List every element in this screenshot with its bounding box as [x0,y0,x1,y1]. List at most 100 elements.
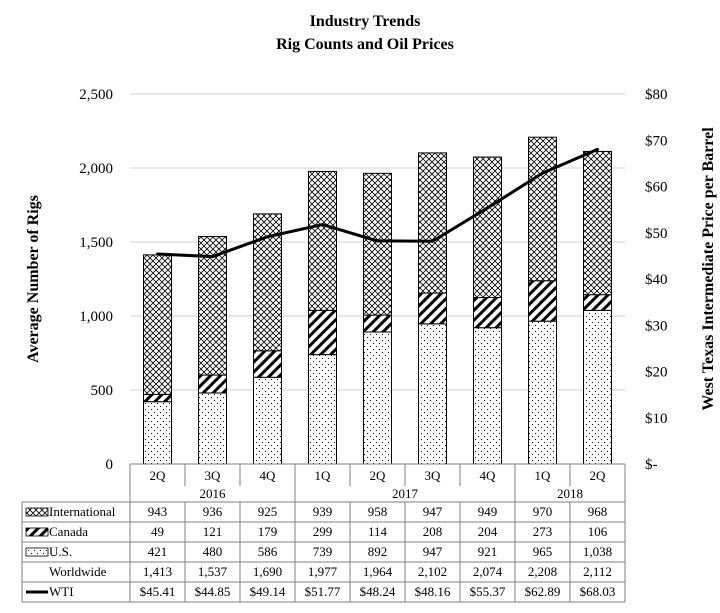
bar-us [418,323,447,465]
table-cell: $68.03 [580,584,616,599]
wti-point [211,255,214,259]
y-tick-label: 2,000 [79,161,113,177]
bar-international [308,170,337,311]
wti-point [321,223,324,227]
y-tick-label: 500 [91,383,114,399]
legend-label: Worldwide [49,564,107,579]
table-cell: 204 [478,524,498,539]
wti-point [376,239,379,243]
table-cell: 2,102 [418,564,447,579]
y2-tick-label: $20 [645,365,668,381]
table-cell: 106 [588,524,608,539]
year-label: 2016 [200,486,227,501]
x-tick-label: 2Q [590,468,607,483]
table-cell: 1,537 [198,564,228,579]
bar-international [198,236,227,376]
y2-axis-label: West Texas Intermediate Price per Barrel [700,127,717,411]
bar-canada [143,393,172,403]
table-cell: 1,964 [363,564,393,579]
table-cell: 947 [423,504,443,519]
table-row-international: International 943 936 925 939 958 947 949 970 968 [25,504,607,519]
legend-swatch-international [25,507,49,517]
bar-international [583,150,612,296]
table-cell: $55.37 [470,584,506,599]
table-cell: 949 [478,504,498,519]
table-cell: 421 [148,544,168,559]
legend-label: WTI [49,584,74,599]
chart-title: Industry Trends [310,13,421,30]
bar-us [143,401,172,465]
y-tick-label: 0 [106,457,114,473]
table-row-worldwide: Worldwide 1,413 1,537 1,690 1,977 1,964 2,102 2… [49,564,612,579]
y-tick-label: 2,500 [79,87,113,103]
x-tick-label: 2Q [370,468,387,483]
bar-us [528,320,557,465]
table-cell: 1,690 [253,564,282,579]
wti-point [486,206,489,210]
table-cell: 921 [478,544,498,559]
legend-swatch-canada [25,527,49,537]
bar-us [198,392,227,465]
bar-canada [473,297,502,329]
table-cell: $62.89 [525,584,561,599]
bar-us [308,354,337,465]
wti-point [266,235,269,239]
wti-point [156,252,159,256]
x-tick-label: 4Q [260,468,277,483]
x-tick-label: 3Q [425,468,442,483]
table-cell: 208 [423,524,443,539]
y2-tick-label: $80 [645,87,668,103]
legend-label: U.S. [49,544,72,559]
table-cell: 892 [368,544,388,559]
bar-canada [583,294,612,311]
table-cell: $48.24 [360,584,396,599]
y2-tick-label: $10 [645,411,668,427]
bar-international [143,254,172,395]
table-cell: 939 [313,504,333,519]
bar-us [473,327,502,465]
bar-us [253,376,282,465]
table-cell: 947 [423,544,443,559]
x-tick-label: 3Q [205,468,222,483]
bar-canada [363,314,392,333]
table-cell: 114 [368,524,388,539]
bar-us [583,309,612,465]
table-cell: 1,038 [583,544,612,559]
table-cell: $44.85 [195,584,231,599]
legend-label: International [49,504,116,519]
table-cell: 943 [148,504,168,519]
table-cell: 1,413 [143,564,172,579]
table-cell: 965 [533,544,553,559]
y2-tick-label: $30 [645,318,668,334]
x-tick-label: 1Q [315,468,332,483]
table-cell: $48.16 [415,584,451,599]
table-cell: 299 [313,524,333,539]
bar-international [528,136,557,282]
y2-tick-label: $60 [645,180,668,196]
bar-canada [198,374,227,394]
table-cell: 179 [258,524,278,539]
y2-tick-label: $50 [645,226,668,242]
table-cell: 1,977 [308,564,338,579]
y2-tick-label: $40 [645,272,668,288]
wti-point [596,147,599,151]
table-cell: 2,074 [473,564,503,579]
bar-canada [253,350,282,378]
y-tick-label: 1,500 [79,235,113,251]
x-tick-label: 4Q [480,468,497,483]
table-cell: 586 [258,544,278,559]
table-row-wti: WTI $45.41 $44.85 $49.14 $51.77 $48.24 $48.16 $… [26,584,615,599]
table-cell: 958 [368,504,388,519]
bar-international [418,152,447,294]
table-row-us: U.S. 421 480 586 739 892 947 921 965 1,038 [25,544,612,559]
bar-canada [418,292,447,325]
x-tick-label: 1Q [535,468,552,483]
table-cell: 273 [533,524,553,539]
table-cell: 49 [151,524,164,539]
table-cell: $49.14 [250,584,286,599]
y-axis-label: Average Number of Rigs [25,195,42,363]
bar-us [363,331,392,465]
year-label: 2018 [557,486,583,501]
table-cell: 970 [533,504,553,519]
